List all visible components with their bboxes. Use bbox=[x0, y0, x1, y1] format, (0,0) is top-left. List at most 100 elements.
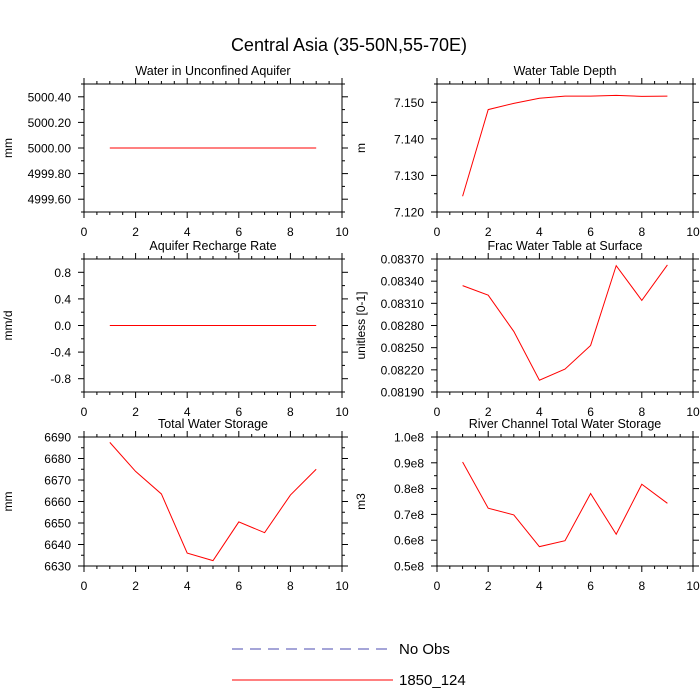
x-tick-label: 0 bbox=[81, 225, 88, 239]
x-tick-label: 4 bbox=[184, 225, 191, 239]
y-tick-label: 0.08220 bbox=[381, 363, 425, 377]
chart-panel-1: Water in Unconfined Aquifer mm 0 2 4 6 8 10 4999… bbox=[1, 64, 349, 239]
x-tick-label: 10 bbox=[686, 225, 700, 239]
y-tick-label: 0.0 bbox=[54, 319, 71, 333]
y-tick-label: 0.08190 bbox=[381, 386, 425, 400]
panel-title: River Channel Total Water Storage bbox=[469, 417, 662, 431]
y-tick-label: 7.120 bbox=[394, 206, 424, 220]
y-tick-label: 7.140 bbox=[394, 132, 424, 146]
x-tick-label: 8 bbox=[287, 405, 294, 419]
chart-panel-3: Aquifer Recharge Rate mm/d 0 2 4 6 8 10 -0.8 -0.4… bbox=[1, 239, 349, 419]
series-line bbox=[462, 461, 668, 548]
y-tick-label: 6640 bbox=[44, 538, 71, 552]
y-tick-label: 4999.60 bbox=[28, 193, 72, 207]
y-tick-label: 0.6e8 bbox=[394, 534, 424, 548]
y-tick-label: 0.5e8 bbox=[394, 560, 424, 574]
x-tick-label: 0 bbox=[434, 225, 441, 239]
y-tick-label: 7.150 bbox=[394, 96, 424, 110]
legend: No Obs 1850_124 bbox=[232, 641, 466, 689]
x-tick-label: 8 bbox=[638, 405, 645, 419]
figure-title: Central Asia (35-50N,55-70E) bbox=[231, 35, 467, 55]
series-line bbox=[462, 264, 668, 381]
x-tick-label: 10 bbox=[686, 579, 700, 593]
y-tick-label: 5000.40 bbox=[28, 90, 72, 104]
y-tick-label: 6630 bbox=[44, 560, 71, 574]
y-tick-label: 0.7e8 bbox=[394, 508, 424, 522]
y-tick-label: 0.9e8 bbox=[394, 456, 424, 470]
y-tick-label: 6660 bbox=[44, 495, 71, 509]
y-tick-label: 6690 bbox=[44, 431, 71, 445]
y-tick-label: 6650 bbox=[44, 517, 71, 531]
y-tick-label: -0.4 bbox=[50, 346, 71, 360]
x-tick-label: 2 bbox=[132, 225, 139, 239]
x-tick-label: 0 bbox=[81, 405, 88, 419]
panel-title: Water Table Depth bbox=[514, 64, 617, 78]
y-tick-label: 5000.00 bbox=[28, 142, 72, 156]
y-tick-label: 6680 bbox=[44, 452, 71, 466]
chart-panel-4: Frac Water Table at Surface unitless [0-1… bbox=[354, 239, 700, 419]
x-tick-label: 6 bbox=[235, 405, 242, 419]
y-tick-label: 0.08280 bbox=[381, 319, 425, 333]
x-tick-label: 8 bbox=[287, 225, 294, 239]
plot-frame bbox=[436, 258, 694, 393]
y-axis-label: mm bbox=[1, 138, 15, 158]
x-tick-label: 8 bbox=[638, 225, 645, 239]
panel-title: Water in Unconfined Aquifer bbox=[135, 64, 290, 78]
x-tick-label: 8 bbox=[638, 579, 645, 593]
y-axis-label: m3 bbox=[354, 493, 368, 510]
x-tick-label: 4 bbox=[184, 405, 191, 419]
x-tick-label: 10 bbox=[335, 579, 349, 593]
x-tick-label: 2 bbox=[132, 579, 139, 593]
y-axis-label: m bbox=[354, 143, 368, 153]
y-tick-label: 0.08250 bbox=[381, 341, 425, 355]
y-tick-label: 7.130 bbox=[394, 169, 424, 183]
y-tick-label: -0.8 bbox=[50, 372, 71, 386]
x-tick-label: 0 bbox=[434, 405, 441, 419]
chart-panel-6: River Channel Total Water Storage m3 0 2 4 6 8… bbox=[354, 417, 700, 593]
x-tick-label: 2 bbox=[485, 579, 492, 593]
x-tick-label: 10 bbox=[335, 225, 349, 239]
panel-title: Aquifer Recharge Rate bbox=[149, 239, 276, 253]
y-tick-label: 4999.80 bbox=[28, 167, 72, 181]
series-line bbox=[462, 94, 668, 197]
chart-panel-2: Water Table Depth m 0 2 4 6 8 10 7.120 7.130 7.140… bbox=[354, 64, 700, 239]
y-axis-label: mm/d bbox=[1, 311, 15, 341]
y-tick-label: 0.8e8 bbox=[394, 482, 424, 496]
plot-frame bbox=[436, 83, 694, 213]
x-tick-label: 4 bbox=[536, 405, 543, 419]
legend-label: No Obs bbox=[399, 641, 450, 658]
x-tick-label: 4 bbox=[184, 579, 191, 593]
x-tick-label: 6 bbox=[235, 579, 242, 593]
y-tick-label: 0.08310 bbox=[381, 297, 425, 311]
y-axis-label: mm bbox=[1, 492, 15, 512]
x-tick-label: 2 bbox=[132, 405, 139, 419]
x-tick-label: 4 bbox=[536, 225, 543, 239]
x-tick-label: 8 bbox=[287, 579, 294, 593]
plot-frame bbox=[436, 436, 694, 567]
x-tick-label: 10 bbox=[335, 405, 349, 419]
y-tick-label: 6670 bbox=[44, 474, 71, 488]
x-tick-label: 6 bbox=[587, 405, 594, 419]
x-tick-label: 6 bbox=[235, 225, 242, 239]
y-axis-label: unitless [0-1] bbox=[354, 291, 368, 359]
x-tick-label: 6 bbox=[587, 225, 594, 239]
y-tick-label: 5000.20 bbox=[28, 116, 72, 130]
panel-title: Total Water Storage bbox=[158, 417, 268, 431]
x-tick-label: 10 bbox=[686, 405, 700, 419]
y-tick-label: 0.8 bbox=[54, 266, 71, 280]
x-tick-label: 6 bbox=[587, 579, 594, 593]
series-line bbox=[109, 442, 317, 562]
y-tick-label: 0.08340 bbox=[381, 275, 425, 289]
x-tick-label: 4 bbox=[536, 579, 543, 593]
chart-panel-5: Total Water Storage mm 0 2 4 6 8 10 6630 6640 6650… bbox=[1, 417, 349, 593]
y-tick-label: 1.0e8 bbox=[394, 431, 424, 445]
chart-panels: Water in Unconfined Aquifer mm 0 2 4 6 8 10 4999… bbox=[1, 64, 700, 593]
x-tick-label: 0 bbox=[434, 579, 441, 593]
y-tick-label: 0.4 bbox=[54, 292, 71, 306]
x-tick-label: 2 bbox=[485, 225, 492, 239]
x-tick-label: 2 bbox=[485, 405, 492, 419]
x-tick-label: 0 bbox=[81, 579, 88, 593]
legend-label: 1850_124 bbox=[399, 672, 466, 689]
y-tick-label: 0.08370 bbox=[381, 253, 425, 267]
